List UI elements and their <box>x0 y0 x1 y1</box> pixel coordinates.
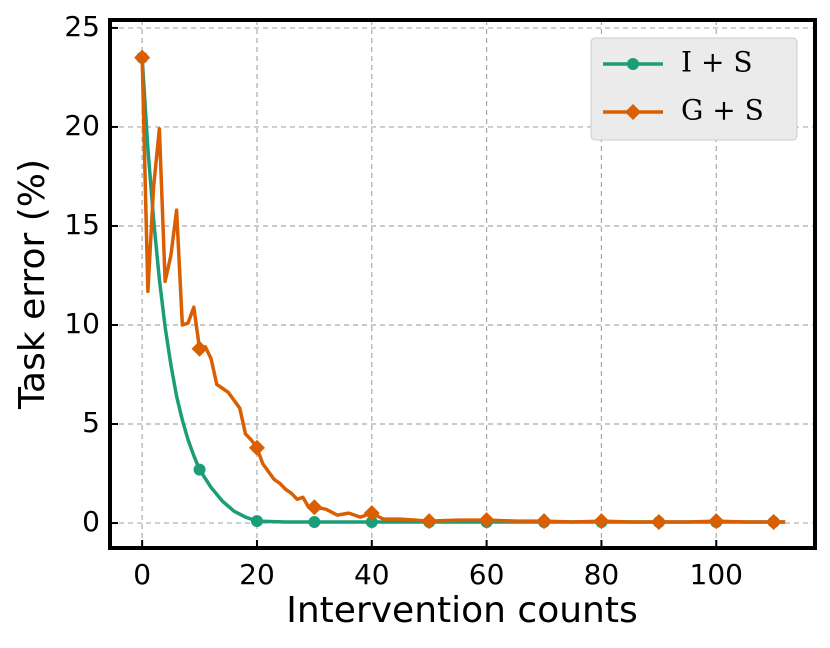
marker <box>421 513 438 530</box>
x-tick-label: 0 <box>133 558 151 591</box>
x-axis-label: Intervention counts <box>286 590 638 631</box>
legend: I + S G + S <box>590 37 798 141</box>
marker <box>250 515 263 528</box>
x-tick-label: 100 <box>690 558 743 591</box>
marker <box>363 505 380 522</box>
y-tick-label: 5 <box>82 406 100 439</box>
y-tick-label: 0 <box>82 505 100 538</box>
y-axis-label: Task error (%) <box>12 159 53 410</box>
marker <box>308 516 321 529</box>
marker <box>593 513 610 530</box>
legend-label: G + S <box>681 94 764 127</box>
marker <box>365 516 378 529</box>
marker <box>306 499 323 516</box>
x-tick-label: 20 <box>239 558 275 591</box>
marker <box>478 512 495 529</box>
marker <box>765 514 782 531</box>
y-tick-label: 20 <box>64 109 100 142</box>
y-tick-label: 10 <box>64 307 100 340</box>
marker <box>191 340 208 357</box>
legend-label: I + S <box>681 46 753 79</box>
series-line <box>140 57 786 524</box>
x-tick-label: 60 <box>469 558 505 591</box>
marker <box>650 514 667 531</box>
marker <box>248 439 265 456</box>
marker <box>536 513 553 530</box>
marker <box>134 49 151 66</box>
y-tick-label: 25 <box>64 10 100 43</box>
marker <box>193 463 206 476</box>
marker <box>627 58 639 70</box>
plot-frame <box>108 18 817 550</box>
y-tick-label: 15 <box>64 208 100 241</box>
marker <box>625 104 641 120</box>
marker <box>708 513 725 530</box>
x-tick-label: 80 <box>584 558 620 591</box>
x-tick-label: 40 <box>354 558 390 591</box>
